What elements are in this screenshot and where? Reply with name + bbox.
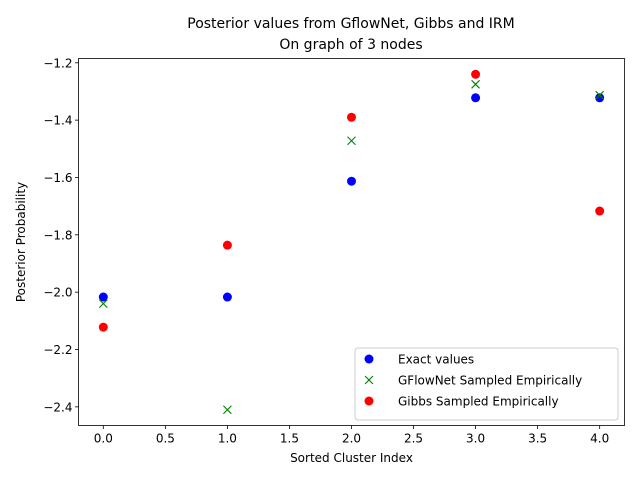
data-points bbox=[98, 69, 605, 415]
legend-marker bbox=[364, 354, 374, 364]
point-exact-values bbox=[98, 292, 108, 302]
x-tick-label: 2.0 bbox=[342, 432, 361, 446]
x-tick-label: 4.0 bbox=[590, 432, 609, 446]
marker-stroke bbox=[98, 299, 108, 309]
x-tick-label: 1.0 bbox=[218, 432, 237, 446]
x-tick-label: 0.5 bbox=[156, 432, 175, 446]
y-axis-ticks: −2.4 −2.2 −2.0 −1.8 −1.6 −1.4 −1.2 bbox=[43, 56, 79, 414]
point-exact-values bbox=[595, 93, 605, 103]
point-gflownet-sampled-empirically bbox=[223, 405, 232, 415]
legend-marker bbox=[364, 375, 374, 385]
marker-stroke bbox=[364, 375, 374, 385]
y-axis-label: Posterior Probability bbox=[14, 182, 28, 302]
x-tick-label: 3.5 bbox=[528, 432, 547, 446]
point-exact-values bbox=[471, 93, 481, 103]
legend-box bbox=[354, 347, 619, 421]
point-gflownet-sampled-empirically bbox=[471, 79, 480, 89]
y-tick-label: −2.2 bbox=[43, 343, 72, 357]
legend-marker bbox=[364, 396, 374, 406]
point-gflownet-sampled-empirically bbox=[347, 136, 356, 146]
point-gibbs-sampled-empirically bbox=[347, 112, 356, 122]
chart-title: Posterior values from GflowNet, Gibbs an… bbox=[187, 16, 514, 32]
marker-stroke bbox=[471, 79, 480, 89]
point-gibbs-sampled-empirically bbox=[222, 240, 232, 250]
marker-stroke bbox=[595, 90, 605, 100]
marker-stroke bbox=[223, 405, 232, 415]
point-gflownet-sampled-empirically bbox=[98, 299, 108, 309]
x-axis-label: Sorted Cluster Index bbox=[290, 451, 413, 465]
y-tick-label: −2.4 bbox=[43, 400, 72, 414]
point-exact-values bbox=[347, 176, 356, 186]
y-tick-label: −1.4 bbox=[43, 114, 72, 128]
y-tick-label: −1.8 bbox=[43, 228, 72, 242]
chart-subtitle: On graph of 3 nodes bbox=[279, 37, 422, 53]
x-tick-label: 1.5 bbox=[280, 432, 299, 446]
x-tick-label: 3.0 bbox=[466, 432, 485, 446]
y-tick-label: −1.2 bbox=[43, 56, 72, 70]
y-tick-label: −1.6 bbox=[43, 171, 72, 185]
point-gibbs-sampled-empirically bbox=[595, 206, 605, 216]
legend-label: Gibbs Sampled Empirically bbox=[398, 395, 559, 409]
x-tick-label: 0.0 bbox=[94, 432, 113, 446]
legend-label: Exact values bbox=[398, 353, 474, 367]
plot-frame bbox=[78, 58, 625, 426]
point-gibbs-sampled-empirically bbox=[98, 322, 108, 332]
point-gibbs-sampled-empirically bbox=[471, 69, 481, 79]
legend: Exact values GFlowNet Sampled Empirically… bbox=[354, 347, 619, 421]
x-axis-ticks: 0.0 0.5 1.0 1.5 2.0 2.5 3.0 3.5 4.0 bbox=[94, 425, 609, 446]
point-gflownet-sampled-empirically bbox=[595, 90, 605, 100]
point-exact-values bbox=[222, 292, 232, 302]
x-tick-label: 2.5 bbox=[404, 432, 423, 446]
legend-label: GFlowNet Sampled Empirically bbox=[398, 374, 582, 388]
y-tick-label: −2.0 bbox=[43, 286, 72, 300]
marker-stroke bbox=[347, 136, 356, 146]
